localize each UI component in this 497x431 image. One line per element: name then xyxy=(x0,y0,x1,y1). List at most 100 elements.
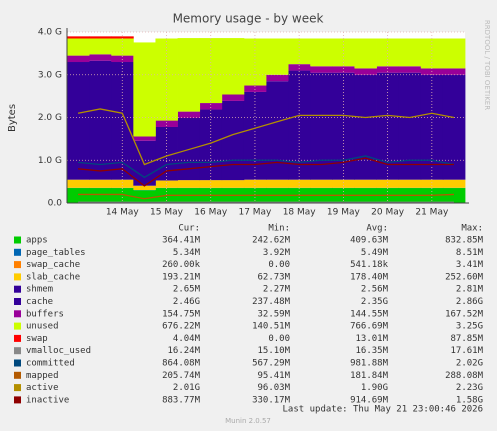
legend-label: shmem xyxy=(26,285,53,295)
area-segment xyxy=(266,38,289,75)
column-header: Min: xyxy=(268,224,290,234)
legend-swatch xyxy=(14,248,21,256)
summary-value: 5.34M xyxy=(173,248,201,258)
area-segment xyxy=(177,38,201,112)
summary-value: 2.23G xyxy=(456,383,483,393)
y-tick-label: 0.0 xyxy=(48,199,63,209)
legend-swatch xyxy=(14,322,21,330)
area-segment xyxy=(332,66,355,73)
summary-value: 260.00k xyxy=(162,260,201,270)
column-header: Avg: xyxy=(366,224,388,234)
series-line xyxy=(77,108,455,166)
area-segment xyxy=(243,179,267,188)
area-segment xyxy=(67,38,90,56)
x-tick-label: 15 May xyxy=(150,208,184,218)
area-segment xyxy=(221,38,245,95)
y-tick-label: 2.0 G xyxy=(38,113,62,123)
summary-value: 676.22M xyxy=(162,322,201,332)
area-segment xyxy=(243,91,267,180)
legend-label: committed xyxy=(26,359,75,369)
summary-value: 140.51M xyxy=(252,322,291,332)
summary-value: 2.46G xyxy=(173,297,200,307)
summary-value: 3.92M xyxy=(263,248,291,258)
summary-value: 15.10M xyxy=(257,346,290,356)
area-segment xyxy=(310,66,333,73)
legend-swatch xyxy=(14,384,21,392)
area-segment xyxy=(177,180,201,188)
legend-swatch xyxy=(14,334,21,342)
footer: Munin 2.0.57 xyxy=(225,417,271,425)
area-segment xyxy=(155,120,178,127)
area-segment xyxy=(288,179,311,188)
x-tick-label: 19 May xyxy=(327,208,361,218)
summary-value: 2.56M xyxy=(361,285,389,295)
area-segment xyxy=(133,185,156,191)
legend-label: page_tables xyxy=(26,248,86,258)
summary-value: 87.85M xyxy=(450,334,483,344)
legend-label: active xyxy=(26,383,59,393)
summary-value: 3.41M xyxy=(456,260,484,270)
area-segment xyxy=(266,81,289,180)
legend-swatch xyxy=(14,347,21,355)
summary-value: 2.81M xyxy=(456,285,484,295)
area-segment xyxy=(288,64,311,71)
area-segment xyxy=(111,55,134,63)
legend-swatch xyxy=(14,359,21,367)
area-segment xyxy=(155,180,178,188)
area-segment xyxy=(89,179,112,188)
summary-value: 766.69M xyxy=(350,322,389,332)
legend-label: mapped xyxy=(26,371,59,381)
summary-value: 4.04M xyxy=(173,334,201,344)
legend-swatch xyxy=(14,371,21,379)
area-segment xyxy=(442,68,466,75)
summary-value: 1.58G xyxy=(456,395,483,405)
legend-label: buffers xyxy=(26,309,64,319)
area-segment xyxy=(398,38,422,67)
y-tick-label: 3.0 G xyxy=(38,70,62,80)
area-segment xyxy=(442,188,466,203)
area-segment xyxy=(199,38,223,104)
summary-value: 288.08M xyxy=(445,371,484,381)
summary-value: 567.29M xyxy=(252,359,291,369)
area-segment xyxy=(89,54,112,61)
area-segment xyxy=(89,188,112,203)
area-segment xyxy=(155,38,178,121)
series-line xyxy=(78,193,454,200)
summary-value: 154.75M xyxy=(162,309,201,319)
summary-value: 0.00 xyxy=(268,334,290,344)
summary-value: 252.60M xyxy=(445,272,484,282)
legend-label: swap xyxy=(26,334,48,344)
x-tick-label: 14 May xyxy=(106,208,140,218)
summary-value: 981.88M xyxy=(350,359,389,369)
x-tick-label: 17 May xyxy=(238,208,272,218)
legend-swatch xyxy=(14,285,21,293)
summary-value: 181.84M xyxy=(350,371,389,381)
area-segment xyxy=(376,66,400,73)
summary-value: 95.41M xyxy=(257,371,290,381)
summary-value: 864.08M xyxy=(162,359,201,369)
area-segment xyxy=(442,179,466,188)
legend-swatch xyxy=(14,310,21,318)
area-segment xyxy=(67,55,90,63)
area-segment xyxy=(376,72,400,180)
summary-value: 2.02G xyxy=(456,359,483,369)
summary-value: 2.65M xyxy=(173,285,201,295)
area-segment xyxy=(332,179,355,188)
area-segment xyxy=(398,72,422,180)
area-segment xyxy=(111,179,134,188)
area-segment xyxy=(89,36,112,39)
y-tick-label: 1.0 G xyxy=(38,156,62,166)
side-text: RRDTOOL / TOBI OETIKER xyxy=(483,20,491,110)
area-segment xyxy=(89,60,112,180)
area-segment xyxy=(332,72,355,180)
area-segment xyxy=(111,62,134,180)
summary-value: 13.01M xyxy=(355,334,388,344)
area-segment xyxy=(111,188,134,203)
summary-value: 2.01G xyxy=(173,383,200,393)
area-segment xyxy=(67,179,90,188)
series-line xyxy=(77,155,455,179)
x-tick-label: 20 May xyxy=(371,208,405,218)
area-segment xyxy=(133,136,156,141)
x-tick-label: 21 May xyxy=(415,208,449,218)
summary-value: 914.69M xyxy=(350,395,389,405)
